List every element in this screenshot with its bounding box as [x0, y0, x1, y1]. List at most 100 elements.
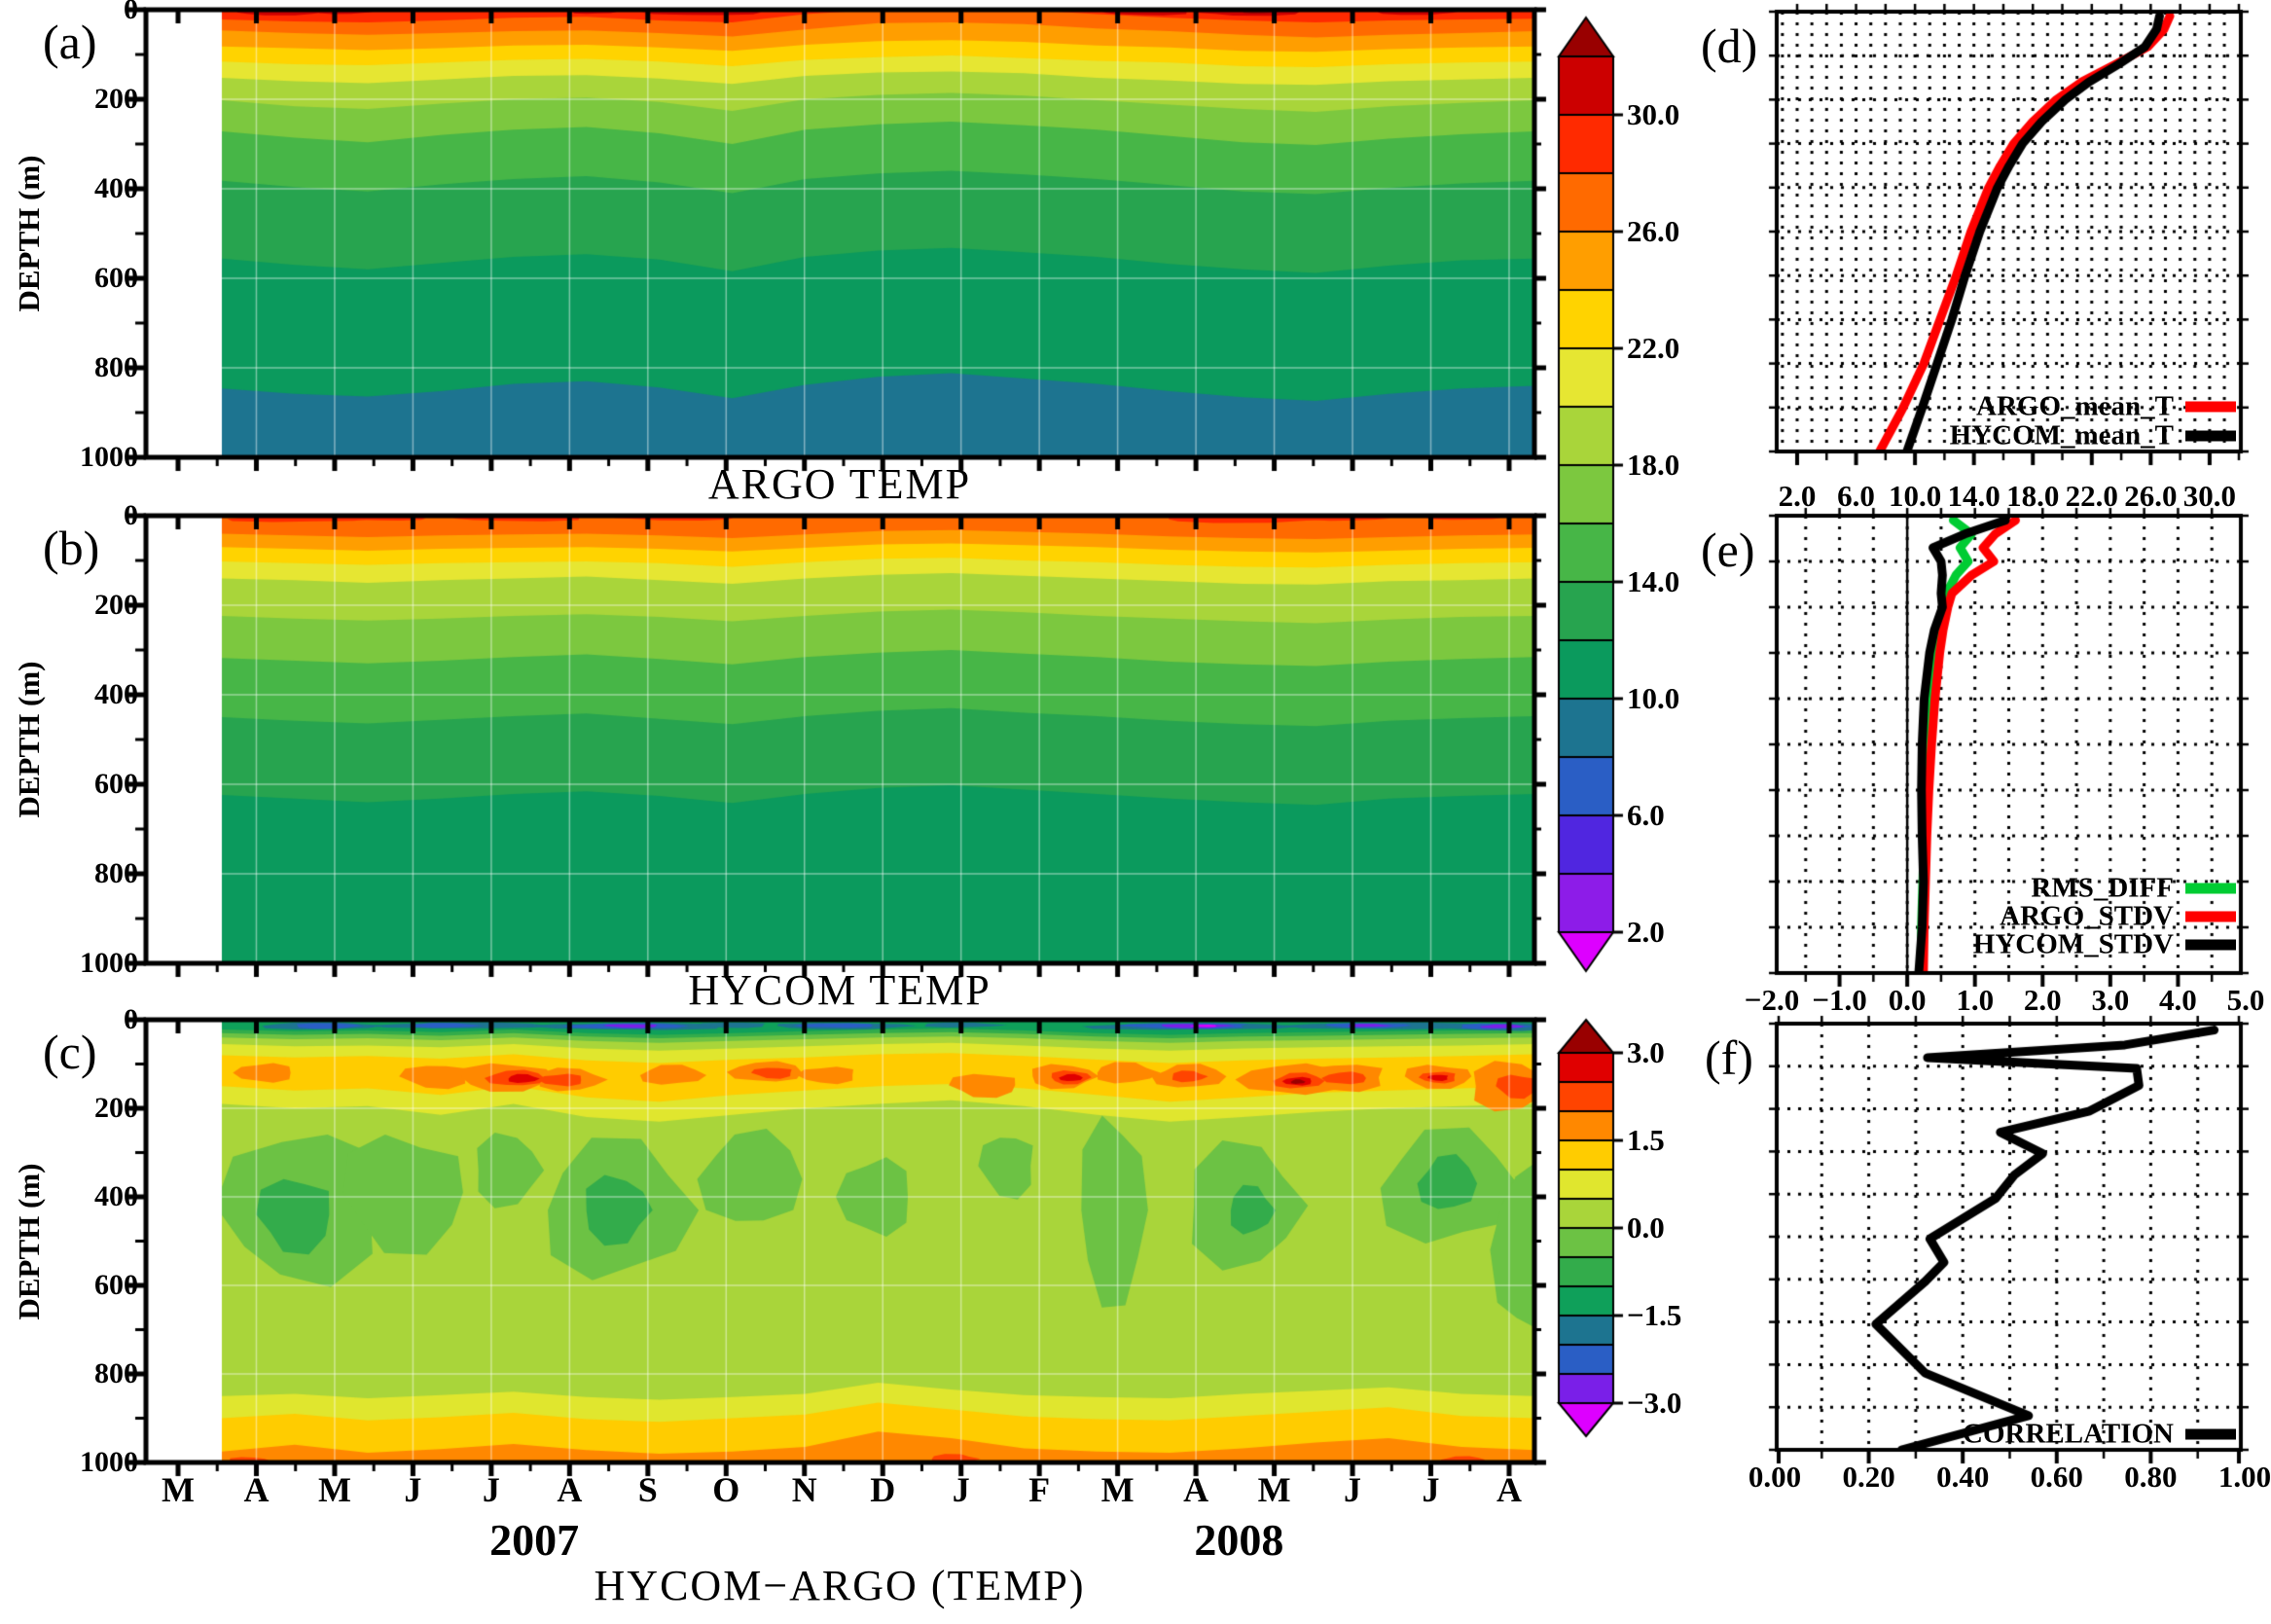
- month-label: J: [1344, 1470, 1362, 1509]
- month-label: M: [162, 1470, 195, 1509]
- legend-e-label: RMS_DIFF: [2031, 872, 2174, 904]
- colorbar-ab-label: 22.0: [1627, 331, 1680, 365]
- f-xtick-label: 0.40: [1936, 1460, 1990, 1494]
- month-label: A: [1496, 1470, 1522, 1509]
- legend-d-label: HYCOM_mean_T: [1949, 419, 2174, 451]
- colorbar-ab-label: 2.0: [1627, 915, 1665, 949]
- legend-e-label: HYCOM_STDV: [1972, 928, 2174, 960]
- f-xtick-label: 0.00: [1748, 1460, 1802, 1494]
- d-xtick-label: 26.0: [2124, 479, 2178, 513]
- d-xtick-label: 6.0: [1837, 479, 1875, 513]
- f-xtick-label: 0.80: [2124, 1460, 2178, 1494]
- e-xtick-label: −1.0: [1812, 983, 1867, 1017]
- colorbar-c-label: 0.0: [1627, 1210, 1665, 1245]
- legend-e-swatch: [2185, 911, 2236, 922]
- month-label: S: [637, 1470, 658, 1509]
- e-xtick-label: 1.0: [1956, 983, 1995, 1017]
- year-label: 2008: [1194, 1515, 1284, 1565]
- legend-e-swatch: [2185, 939, 2236, 951]
- month-label: M: [1257, 1470, 1291, 1509]
- month-label: F: [1028, 1470, 1051, 1509]
- colorbar-ab-label: 6.0: [1627, 798, 1665, 832]
- month-label: D: [870, 1470, 896, 1509]
- e-xtick-label: 4.0: [2159, 983, 2197, 1017]
- depth-tick-label: 0: [124, 0, 138, 25]
- depth-tick-label: 400: [94, 1180, 138, 1212]
- month-label: N: [791, 1470, 817, 1509]
- panel-f-letter: (f): [1705, 1030, 1753, 1085]
- e-xtick-label: 5.0: [2226, 983, 2265, 1017]
- d-xtick-label: 10.0: [1888, 479, 1942, 513]
- depth-tick-label: 0: [124, 1003, 138, 1035]
- legend-d-swatch: [2185, 401, 2236, 413]
- depth-tick-label: 800: [94, 857, 138, 889]
- month-label: A: [243, 1470, 270, 1509]
- legend-d-swatch: [2185, 430, 2236, 442]
- colorbar-c-label: −1.5: [1627, 1298, 1682, 1332]
- month-label: J: [952, 1470, 970, 1509]
- panel-a-letter: (a): [43, 15, 97, 69]
- legend-d-item: HYCOM_mean_T: [1950, 420, 2236, 452]
- depth-tick-label: 200: [94, 83, 138, 115]
- depth-tick-label: 0: [124, 499, 138, 531]
- depth-tick-label: 400: [94, 678, 138, 710]
- f-xtick-label: 0.20: [1842, 1460, 1895, 1494]
- month-label: J: [404, 1470, 422, 1509]
- panel-e-letter: (e): [1701, 523, 1755, 577]
- depth-tick-label: 600: [94, 262, 138, 294]
- caption-hycom-temp: HYCOM TEMP: [688, 966, 991, 1014]
- f-xtick-label: 1.00: [2217, 1460, 2271, 1494]
- colorbar-c-label: 3.0: [1627, 1035, 1665, 1069]
- d-xtick-label: 22.0: [2065, 479, 2118, 513]
- legend-e-swatch: [2185, 883, 2236, 894]
- month-label: M: [1100, 1470, 1135, 1509]
- d-xtick-label: 2.0: [1778, 479, 1817, 513]
- legend-f-label: CORRELATION: [1963, 1418, 2174, 1450]
- colorbar-ab-label: 14.0: [1627, 564, 1680, 598]
- colorbar-ab-label: 30.0: [1627, 97, 1680, 131]
- e-xtick-label: 0.0: [1888, 983, 1927, 1017]
- legend-d-item: ARGO_mean_T: [1976, 391, 2236, 423]
- depth-axis-title-a: DEPTH (m): [12, 155, 46, 312]
- legend-f-item: CORRELATION: [1963, 1419, 2236, 1451]
- panel-d-letter: (d): [1701, 18, 1758, 73]
- legend-e-item: HYCOM_STDV: [1973, 929, 2236, 961]
- month-label: O: [712, 1470, 740, 1509]
- month-label: J: [1422, 1470, 1440, 1509]
- legend-d-label: ARGO_mean_T: [1976, 390, 2174, 422]
- colorbar-c-label: −3.0: [1627, 1386, 1682, 1420]
- d-xtick-label: 18.0: [2006, 479, 2060, 513]
- colorbar-ab-label: 26.0: [1627, 214, 1680, 248]
- legend-e-item: RMS_DIFF: [2031, 873, 2236, 905]
- depth-tick-label: 200: [94, 589, 138, 621]
- legend-e-label: ARGO_STDV: [2000, 900, 2174, 932]
- e-xtick-label: −2.0: [1744, 983, 1800, 1017]
- d-xtick-label: 30.0: [2182, 479, 2237, 513]
- depth-tick-label: 1000: [80, 441, 138, 473]
- depth-tick-label: 400: [94, 172, 138, 204]
- depth-tick-label: 600: [94, 1269, 138, 1301]
- month-label: J: [482, 1470, 500, 1509]
- depth-tick-label: 200: [94, 1092, 138, 1124]
- f-xtick-label: 0.60: [2030, 1460, 2083, 1494]
- e-xtick-label: 2.0: [2023, 983, 2062, 1017]
- year-label: 2007: [489, 1515, 580, 1565]
- caption-argo-temp: ARGO TEMP: [707, 460, 972, 508]
- colorbar-c-label: 1.5: [1627, 1123, 1665, 1157]
- depth-tick-label: 600: [94, 768, 138, 800]
- depth-tick-label: 800: [94, 1357, 138, 1389]
- caption-hycom-argo-temp: HYCOM−ARGO (TEMP): [594, 1562, 1086, 1609]
- month-label: M: [317, 1470, 351, 1509]
- legend-e-item: ARGO_STDV: [2000, 901, 2236, 933]
- colorbar-ab-label: 18.0: [1627, 448, 1680, 482]
- depth-tick-label: 800: [94, 351, 138, 383]
- month-label: A: [1183, 1470, 1209, 1509]
- depth-tick-label: 1000: [80, 1446, 138, 1478]
- depth-axis-title-b: DEPTH (m): [12, 661, 46, 818]
- depth-axis-title-c: DEPTH (m): [12, 1163, 46, 1320]
- colorbar-ab-label: 10.0: [1627, 681, 1680, 715]
- e-xtick-label: 3.0: [2091, 983, 2130, 1017]
- d-xtick-label: 14.0: [1947, 479, 2001, 513]
